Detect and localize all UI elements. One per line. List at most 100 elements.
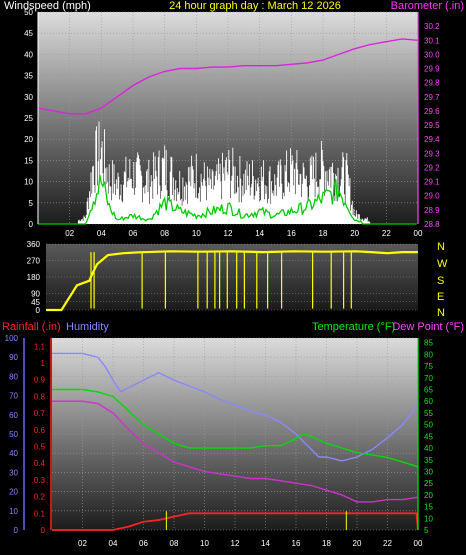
temp-tick-1: 10 xyxy=(424,514,433,523)
baro-tick-1: 28.9 xyxy=(424,206,440,215)
dewpoint-line xyxy=(52,400,419,503)
baro-tick-8: 29.6 xyxy=(424,107,440,116)
wind-tick-8: 40 xyxy=(24,50,33,59)
compass-s: S xyxy=(437,275,444,287)
rain-tick-9: 0.9 xyxy=(34,376,46,385)
temp-tick-0: 5 xyxy=(424,526,429,535)
dewpoint-axis-title: Dew Point (°F) xyxy=(392,321,464,333)
chart-title: 24 hour graph day : March 12 2026 xyxy=(169,0,341,12)
wind-tick-0: 0 xyxy=(29,220,34,229)
baro-tick-14: 30.2 xyxy=(424,22,440,31)
wind-tick-1: 5 xyxy=(29,199,34,208)
wind-direction-line xyxy=(46,250,418,312)
wind-tick-9: 45 xyxy=(24,29,33,38)
rain-tick-5: 0.5 xyxy=(34,443,46,452)
barometer-axis-title: Barometer (.in) xyxy=(391,0,464,12)
rain-tick-7: 0.7 xyxy=(34,409,46,418)
rain-tick-3: 0.3 xyxy=(34,476,46,485)
rain-tick-10: 1 xyxy=(41,359,46,368)
temp-tick-10: 55 xyxy=(424,409,433,418)
temp-tick-2: 15 xyxy=(424,503,433,512)
wind-tick-6: 30 xyxy=(24,93,33,102)
rain-tick-11: 1.1 xyxy=(34,342,46,351)
time-tick-bot-4: 10 xyxy=(200,539,209,548)
dir-tick-3: 180 xyxy=(27,273,41,282)
time-tick-bot-5: 12 xyxy=(231,539,240,548)
compass-e: E xyxy=(437,291,444,303)
time-tick-bot-0: 02 xyxy=(78,539,87,548)
temp-tick-3: 20 xyxy=(424,491,433,500)
temp-tick-8: 45 xyxy=(424,432,433,441)
time-tick-top-7: 16 xyxy=(287,229,296,238)
time-tick-bot-7: 16 xyxy=(292,539,301,548)
time-tick-bot-3: 08 xyxy=(170,539,179,548)
time-tick-bot-8: 18 xyxy=(322,539,331,548)
wind-average-line xyxy=(38,174,417,225)
wind-tick-7: 35 xyxy=(24,72,33,81)
rainfall-axis-title: Rainfall (.in) xyxy=(2,321,61,333)
baro-tick-6: 29.4 xyxy=(424,135,440,144)
baro-tick-13: 30.1 xyxy=(424,36,440,45)
humidity-tick-0: 0 xyxy=(14,526,19,535)
baro-tick-0: 28.8 xyxy=(424,220,440,229)
time-tick-top-5: 12 xyxy=(224,229,233,238)
temp-tick-11: 60 xyxy=(424,397,433,406)
rain-tick-6: 0.6 xyxy=(34,426,46,435)
temp-tick-4: 25 xyxy=(424,479,433,488)
humidity-tick-8: 80 xyxy=(9,372,18,381)
humidity-tick-7: 70 xyxy=(9,392,18,401)
humidity-tick-1: 10 xyxy=(9,507,18,516)
time-tick-top-8: 18 xyxy=(319,229,328,238)
wind-tick-2: 10 xyxy=(24,178,33,187)
dir-tick-5: 360 xyxy=(27,240,41,249)
wind-tick-10: 50 xyxy=(24,8,33,17)
rain-tick-4: 0.4 xyxy=(34,459,46,468)
time-tick-bot-11: 00 xyxy=(414,539,423,548)
wind-tick-4: 20 xyxy=(24,135,33,144)
baro-tick-5: 29.3 xyxy=(424,149,440,158)
time-tick-bot-6: 14 xyxy=(261,539,270,548)
time-tick-top-9: 20 xyxy=(350,229,359,238)
windspeed-axis-title: Windspeed (mph) xyxy=(4,0,91,12)
baro-tick-9: 29.7 xyxy=(424,93,440,102)
baro-tick-12: 30.0 xyxy=(424,50,440,59)
rain-tick-0: 0 xyxy=(41,526,46,535)
compass-n-bottom: N xyxy=(437,307,445,319)
temp-tick-6: 35 xyxy=(424,456,433,465)
time-tick-top-0: 02 xyxy=(65,229,74,238)
dir-tick-0: 0 xyxy=(36,306,41,315)
humidity-tick-6: 60 xyxy=(9,411,18,420)
humidity-tick-3: 30 xyxy=(9,468,18,477)
baro-tick-3: 29.1 xyxy=(424,178,440,187)
temp-tick-7: 40 xyxy=(424,444,433,453)
baro-tick-2: 29.0 xyxy=(424,192,440,201)
humidity-axis-title: Humidity xyxy=(66,321,109,333)
wind-direction-spikes xyxy=(90,252,352,309)
humidity-tick-2: 20 xyxy=(9,488,18,497)
baro-tick-11: 29.9 xyxy=(424,65,440,74)
time-tick-top-10: 22 xyxy=(382,229,391,238)
rain-tick-1: 0.1 xyxy=(34,509,46,518)
temperature-axis-title: Temperature (°F) xyxy=(312,321,395,333)
time-tick-bot-2: 06 xyxy=(139,539,148,548)
dir-tick-1: 45 xyxy=(31,298,40,307)
time-tick-top-11: 00 xyxy=(414,229,423,238)
humidity-tick-10: 100 xyxy=(5,334,19,343)
time-tick-top-6: 14 xyxy=(255,229,264,238)
temp-tick-16: 85 xyxy=(424,339,433,348)
temperature-line xyxy=(52,388,419,468)
rain-tick-8: 0.8 xyxy=(34,392,46,401)
humidity-tick-4: 40 xyxy=(9,449,18,458)
time-tick-top-2: 06 xyxy=(129,229,138,238)
temp-tick-14: 75 xyxy=(424,362,433,371)
temp-tick-15: 80 xyxy=(424,350,433,359)
humidity-tick-5: 50 xyxy=(9,430,18,439)
rain-tick-2: 0.2 xyxy=(34,493,46,502)
temp-tick-12: 65 xyxy=(424,386,433,395)
dir-tick-4: 270 xyxy=(27,257,41,266)
temp-tick-9: 50 xyxy=(424,421,433,430)
humidity-tick-9: 90 xyxy=(9,353,18,362)
wind-tick-5: 25 xyxy=(24,114,33,123)
baro-tick-10: 29.8 xyxy=(424,79,440,88)
